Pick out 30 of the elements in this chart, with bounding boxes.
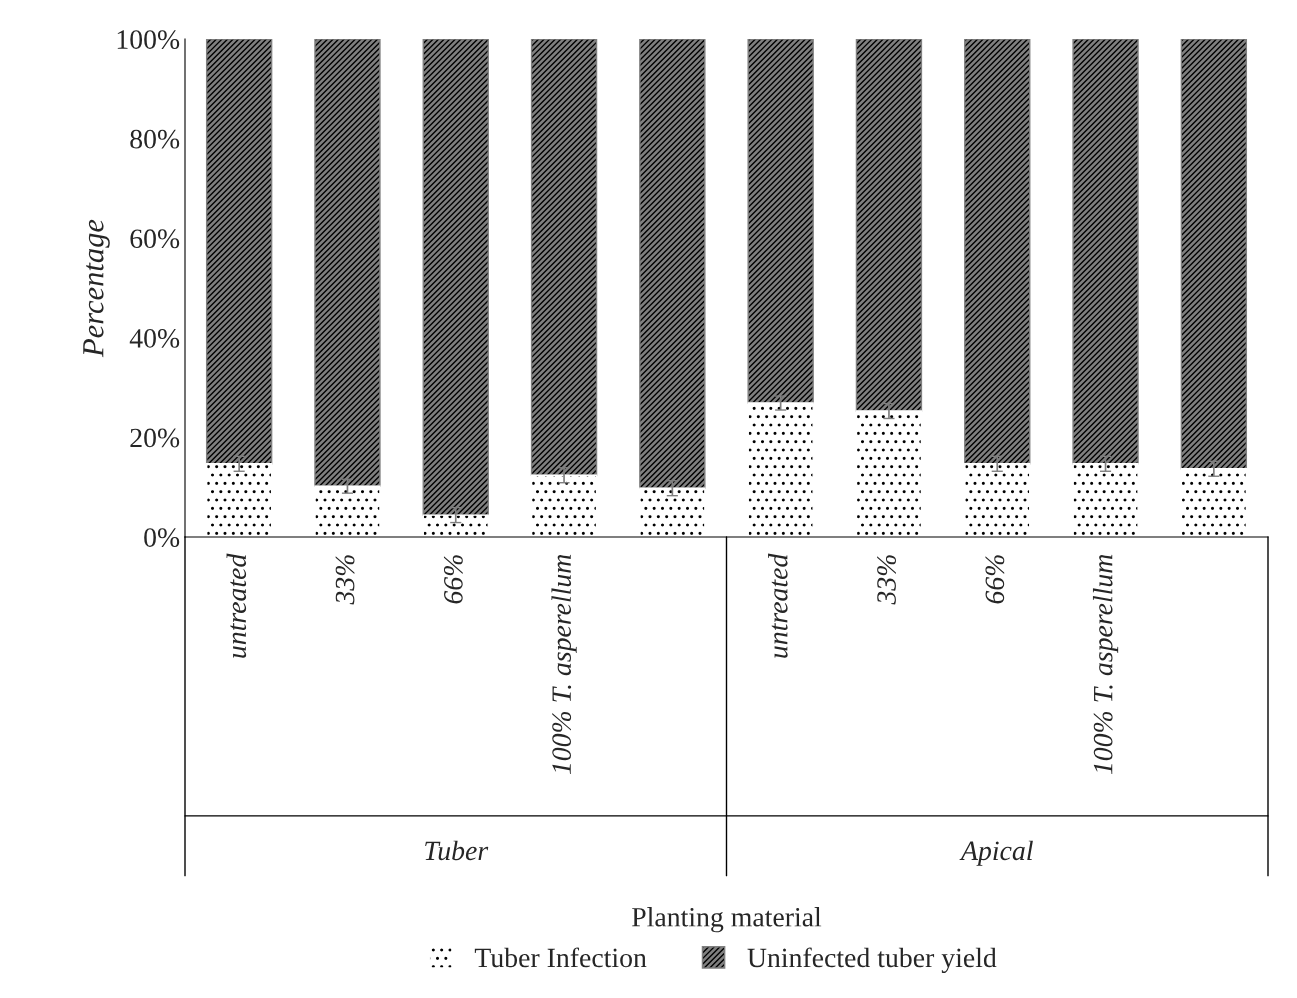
bar — [1072, 463, 1139, 537]
bar — [964, 463, 1031, 537]
bar — [530, 474, 598, 537]
y-axis-title: Percentage — [83, 219, 110, 358]
y-tick-label: 40% — [129, 328, 180, 348]
x-tick-label: 33% — [335, 555, 355, 605]
text: Apical — [959, 840, 1033, 866]
text: Tuber — [425, 840, 489, 861]
x-tick-label: untreated — [226, 553, 247, 658]
x-tick-label: 66% — [443, 555, 463, 604]
bar — [747, 402, 814, 537]
bar — [314, 485, 381, 537]
legend-label: Uninfected tuber yield — [747, 947, 997, 973]
y-tick-label: 80% — [130, 129, 180, 149]
x-tick-label: 100% T. asperellum — [1092, 554, 1119, 775]
bar — [205, 463, 273, 537]
x-tick-label: 100% T. asperellum — [551, 554, 577, 775]
x-tick-label: 33% — [877, 555, 896, 605]
x-axis-title: Planting material — [632, 907, 822, 933]
x-tick-label: 66% — [985, 555, 1005, 604]
legend-label: Tuber Infection — [474, 947, 647, 968]
bar — [422, 514, 489, 537]
y-tick-label: 100% — [117, 30, 180, 49]
x-tick-label: untreated — [768, 553, 788, 658]
y-tick-label: 60% — [130, 229, 180, 249]
bar — [855, 410, 923, 537]
y-tick-label: 0% — [144, 528, 180, 547]
bar — [1180, 468, 1248, 537]
y-tick-label: 20% — [130, 428, 180, 448]
bar — [639, 487, 706, 537]
